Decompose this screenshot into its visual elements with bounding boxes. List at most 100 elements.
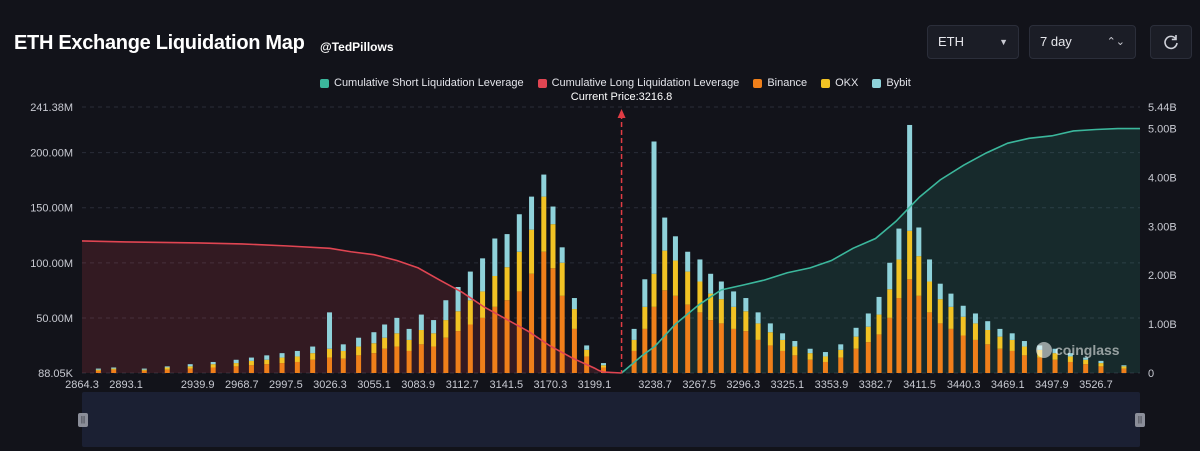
binance-bar	[571, 328, 577, 373]
binance-bar	[985, 344, 991, 373]
y-right-tick-label: 0	[1148, 368, 1154, 380]
okx-bar	[907, 230, 913, 280]
bybit-bar	[529, 196, 535, 230]
x-tick-label: 3238.7	[638, 379, 672, 390]
x-tick-label: 3497.9	[1035, 379, 1069, 390]
legend-item-short-cum[interactable]: Cumulative Short Liquidation Leverage	[320, 75, 524, 91]
x-tick-label: 3141.5	[489, 379, 523, 390]
binance-bar	[111, 369, 117, 373]
okx-bar	[394, 333, 400, 347]
binance-bar	[327, 357, 333, 373]
bybit-bar	[467, 271, 473, 301]
bybit-bar	[371, 332, 377, 344]
binance-bar	[822, 361, 828, 373]
binance-bar	[1037, 357, 1043, 373]
binance-bar	[504, 300, 510, 373]
x-tick-label: 3411.5	[903, 379, 936, 390]
bybit-bar	[418, 314, 424, 331]
x-tick-label: 2893.1	[109, 379, 143, 390]
binance-bar	[838, 357, 844, 373]
bybit-bar	[111, 367, 117, 369]
bybit-bar	[997, 328, 1003, 337]
okx-bar	[164, 367, 170, 370]
navigator-left-handle[interactable]: ||	[78, 413, 88, 427]
legend-swatch	[872, 78, 882, 88]
x-tick-label: 3469.1	[991, 379, 1025, 390]
bybit-bar	[264, 355, 270, 360]
okx-bar	[876, 314, 882, 335]
okx-bar	[916, 256, 922, 296]
binance-bar	[927, 312, 933, 373]
okx-bar	[960, 316, 966, 336]
binance-bar	[887, 317, 893, 373]
legend-item-bybit[interactable]: Bybit	[872, 75, 911, 91]
bybit-bar	[822, 352, 828, 357]
okx-bar	[600, 365, 606, 368]
binance-bar	[1009, 350, 1015, 373]
legend-item-long-cum[interactable]: Cumulative Long Liquidation Leverage	[537, 75, 740, 91]
okx-bar	[1009, 339, 1015, 351]
liquidation-chart[interactable]: 241.38M 200.00M 150.00M 100.00M 50.00M 88.05K…	[0, 90, 1200, 390]
y-right-tick-label: 3.00B	[1148, 221, 1177, 233]
binance-bar	[210, 367, 216, 373]
period-select-value: 7 day	[1040, 34, 1072, 49]
okx-bar	[642, 306, 648, 329]
binance-bar	[164, 369, 170, 373]
okx-bar	[948, 306, 954, 329]
bybit-bar	[792, 341, 798, 347]
x-tick-label: 3170.3	[534, 379, 568, 390]
bybit-bar	[455, 287, 461, 312]
binance-bar	[248, 365, 254, 373]
legend-label: Cumulative Short Liquidation Leverage	[334, 77, 524, 89]
bybit-bar	[294, 350, 300, 357]
bybit-bar	[248, 357, 254, 361]
binance-bar	[651, 306, 657, 373]
page-title: ETH Exchange Liquidation Map	[14, 32, 305, 54]
bybit-bar	[233, 359, 239, 364]
asset-select[interactable]: ETH ▼	[927, 25, 1019, 59]
x-tick-label: 3526.7	[1079, 379, 1113, 390]
okx-bar	[1052, 353, 1058, 360]
bybit-bar	[853, 327, 859, 337]
okx-bar	[927, 281, 933, 313]
binance-bar	[541, 251, 547, 373]
okx-bar	[95, 369, 101, 371]
binance-bar	[907, 279, 913, 373]
legend-item-binance[interactable]: Binance	[753, 75, 807, 91]
binance-bar	[960, 335, 966, 373]
binance-bar	[394, 346, 400, 373]
range-navigator[interactable]	[82, 392, 1140, 447]
y-left-tick-label: 241.38M	[30, 102, 73, 114]
binance-bar	[529, 273, 535, 373]
legend-item-okx[interactable]: OKX	[821, 75, 858, 91]
okx-bar	[406, 339, 412, 351]
legend-label: Cumulative Long Liquidation Leverage	[551, 77, 740, 89]
y-right-tick-label: 5.44B	[1148, 102, 1177, 114]
refresh-button[interactable]	[1150, 25, 1192, 59]
binance-bar	[1083, 364, 1089, 373]
long-cumulative-line	[81, 240, 622, 374]
binance-bar	[1121, 368, 1127, 373]
x-tick-label: 3267.5	[682, 379, 716, 390]
okx-bar	[504, 267, 510, 301]
period-select[interactable]: 7 day ⌃⌄	[1029, 25, 1136, 59]
okx-bar	[431, 333, 437, 347]
binance-bar	[406, 350, 412, 373]
binance-bar	[853, 348, 859, 373]
okx-bar	[997, 336, 1003, 349]
bybit-bar	[642, 279, 648, 307]
binance-bar	[1052, 359, 1058, 373]
okx-bar	[443, 320, 449, 338]
navigator-right-handle[interactable]: ||	[1135, 413, 1145, 427]
bybit-bar	[767, 323, 773, 333]
bybit-bar	[743, 298, 749, 312]
binance-bar	[294, 361, 300, 373]
coinglass-logo-icon	[1036, 342, 1052, 358]
x-tick-label: 3083.9	[401, 379, 435, 390]
okx-bar	[248, 360, 254, 366]
bybit-bar	[600, 363, 606, 366]
binance-bar	[743, 331, 749, 373]
x-tick-label: 2864.3	[65, 379, 99, 390]
x-tick-label: 3112.7	[446, 379, 479, 390]
bybit-bar	[960, 305, 966, 317]
